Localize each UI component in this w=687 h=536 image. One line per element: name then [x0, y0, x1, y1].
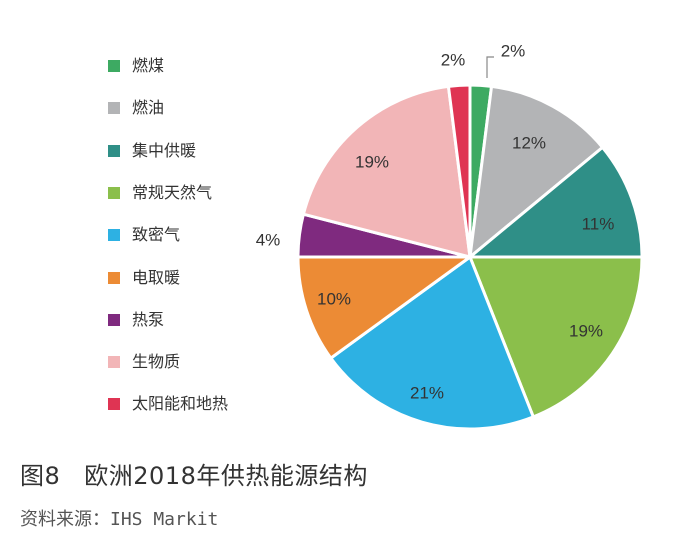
legend-label: 燃煤 — [132, 56, 165, 75]
pie-slice — [301, 84, 472, 259]
pie-slice — [446, 83, 472, 259]
pie-chart: 2% 12% 11% 19% 21% 10% 4% 19% 2% — [256, 42, 644, 431]
legend-item: 常规天然气 — [108, 179, 212, 207]
legend-label: 致密气 — [132, 225, 181, 245]
slice-label: 19% — [355, 153, 389, 172]
pie-slice — [468, 84, 605, 259]
slice-label: 4% — [256, 231, 281, 250]
slice-label: 10% — [317, 290, 351, 309]
legend-swatch — [108, 356, 120, 369]
legend-swatch — [108, 229, 120, 242]
legend-item: 集中供暖 — [108, 137, 196, 165]
figure-number: 图8 — [20, 462, 61, 490]
legend-label: 生物质 — [132, 352, 181, 372]
legend-swatch — [108, 271, 120, 284]
pie-slice — [329, 255, 535, 431]
legend-item: 太阳能和地热 — [108, 390, 228, 418]
slice-label: 2% — [501, 42, 526, 61]
source-note: 资料来源：IHS Markit — [20, 509, 219, 530]
legend-swatch — [108, 144, 120, 157]
legend-swatch — [108, 398, 120, 411]
legend-item: 致密气 — [108, 221, 180, 249]
legend-label: 太阳能和地热 — [132, 394, 229, 414]
slice-label: 12% — [512, 134, 546, 153]
legend-label: 燃油 — [132, 98, 165, 118]
legend-item: 电取暖 — [108, 264, 180, 292]
slice-label: 21% — [410, 384, 444, 403]
figure-caption: 图8 欧洲2018年供热能源结构 — [20, 456, 368, 491]
leader-line — [486, 56, 494, 78]
legend-swatch — [108, 186, 120, 199]
pie-slice — [296, 255, 472, 360]
slice-label: 11% — [582, 215, 615, 234]
legend-swatch — [108, 313, 120, 326]
legend-item: 热泵 — [108, 306, 164, 334]
figure-title: 欧洲2018年供热能源结构 — [84, 462, 368, 490]
slice-label: 2% — [441, 51, 466, 70]
legend-label: 常规天然气 — [132, 182, 213, 202]
legend-swatch — [108, 60, 120, 72]
slice-label: 19% — [569, 322, 603, 341]
pie-slice — [468, 255, 644, 419]
pie-slice — [468, 145, 644, 259]
legend-label: 热泵 — [132, 309, 165, 329]
legend-label: 集中供暖 — [132, 140, 197, 160]
legend-item: 燃油 — [108, 94, 164, 122]
legend-item: 燃煤 — [108, 52, 164, 80]
legend-label: 电取暖 — [132, 267, 181, 287]
legend-item: 生物质 — [108, 348, 180, 376]
legend-swatch — [108, 102, 120, 115]
